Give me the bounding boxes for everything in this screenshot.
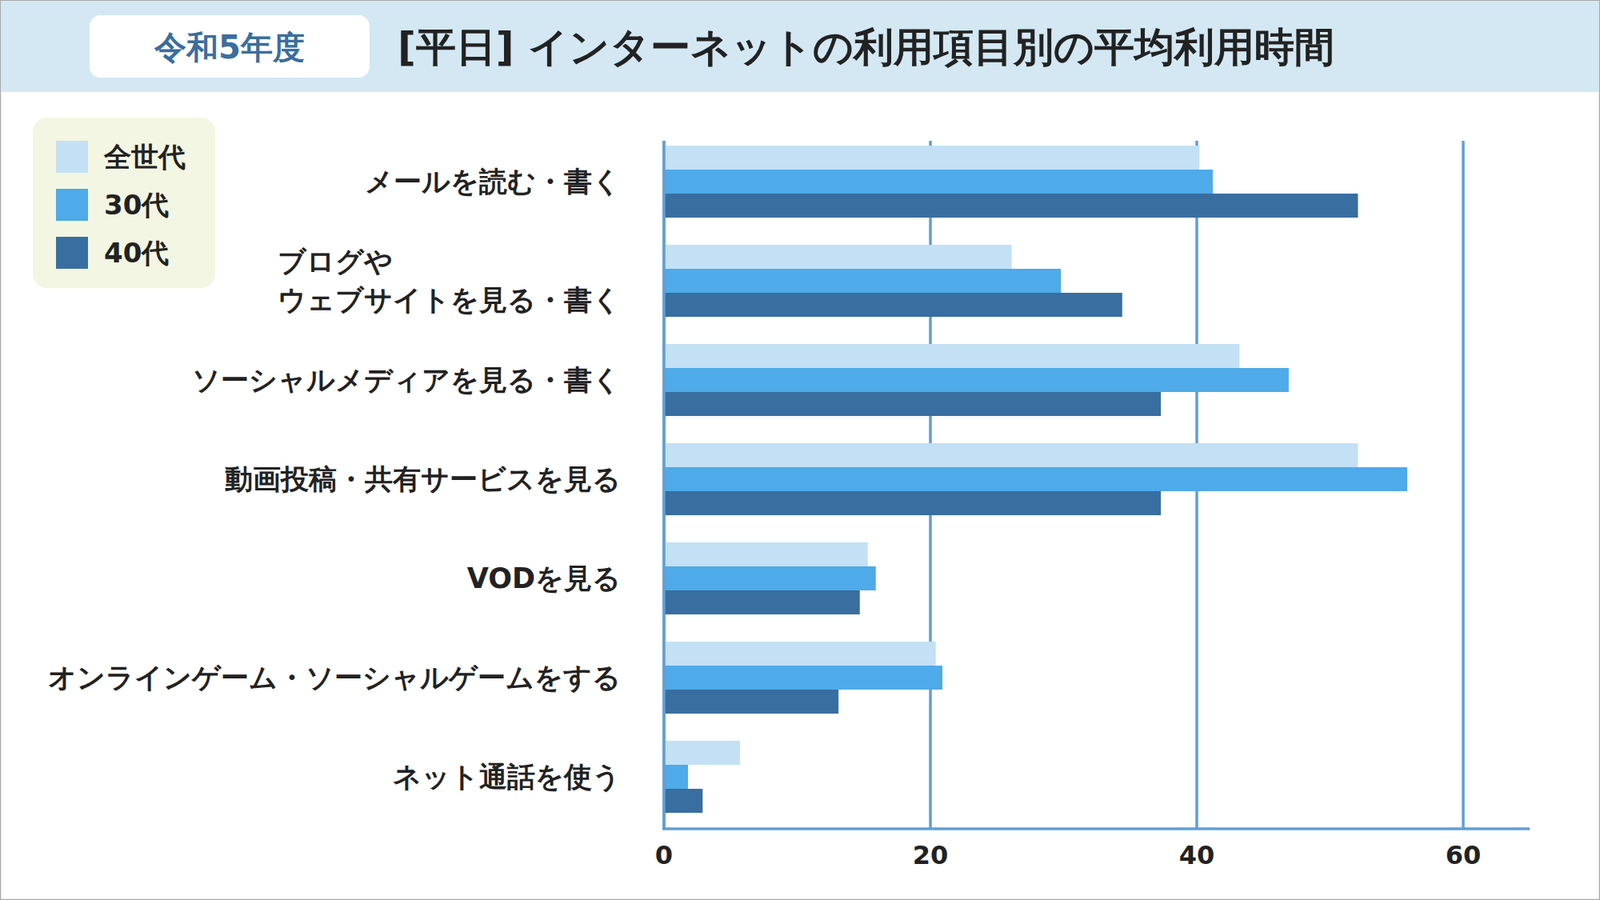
bar: [664, 193, 1358, 218]
legend-swatch: [56, 188, 88, 221]
bar: [664, 292, 1123, 317]
bar: [664, 244, 1012, 269]
bar: [664, 268, 1061, 293]
bar: [664, 368, 1289, 392]
tick-label: 0: [655, 840, 673, 871]
category-label: メールを読む・書く: [364, 165, 621, 198]
bar: [664, 641, 936, 666]
legend-label: 40代: [104, 236, 169, 269]
header-band: [0, 0, 1600, 92]
category-label: オンラインゲーム・ソーシャルゲームをする: [48, 661, 621, 694]
bar: [664, 542, 868, 567]
tick-label: 40: [1179, 840, 1216, 871]
bar: [664, 665, 943, 690]
bar: [664, 566, 876, 591]
category-label: ソーシャルメディアを見る・書く: [192, 364, 621, 396]
bar: [664, 145, 1200, 170]
category-label: 動画投稿・共有サービスを見る: [224, 463, 621, 496]
legend: 全世代 30代 40代: [32, 117, 216, 288]
grid: [664, 140, 1464, 829]
subtitle: 令和5年度: [153, 28, 305, 66]
legend-label: 全世代: [103, 140, 186, 173]
bar: [664, 443, 1358, 468]
tick-label: 60: [1445, 840, 1482, 871]
title: [平日] インターネットの利用項目別の平均利用時間: [397, 24, 1335, 71]
bar: [664, 467, 1408, 492]
bars: [664, 145, 1408, 813]
category-label: ブログやウェブサイトを見る・書く: [277, 245, 621, 316]
bar: [664, 344, 1240, 368]
bar: [664, 169, 1213, 194]
bar: [664, 740, 740, 765]
y-axis: [662, 140, 666, 829]
x-axis: [662, 827, 1530, 831]
tick-label: 20: [912, 840, 949, 871]
legend-swatch: [56, 236, 88, 269]
grid-line: [1461, 140, 1465, 829]
background: [0, 0, 1600, 900]
legend-swatch: [56, 140, 88, 173]
bar: [664, 689, 839, 714]
chart: 令和5年度 [平日] インターネットの利用項目別の平均利用時間 0 20 40 60 メール…: [0, 0, 1600, 900]
bar: [664, 392, 1161, 416]
grid-line: [662, 140, 666, 829]
category-label: VODを見る: [467, 562, 621, 595]
bar: [664, 788, 703, 813]
category-label: ネット通話を使う: [392, 760, 621, 793]
bar: [664, 491, 1161, 516]
bar: [664, 764, 688, 789]
bar: [664, 590, 860, 615]
legend-box: [32, 117, 216, 288]
badge: [89, 15, 370, 78]
legend-label: 30代: [104, 188, 169, 221]
